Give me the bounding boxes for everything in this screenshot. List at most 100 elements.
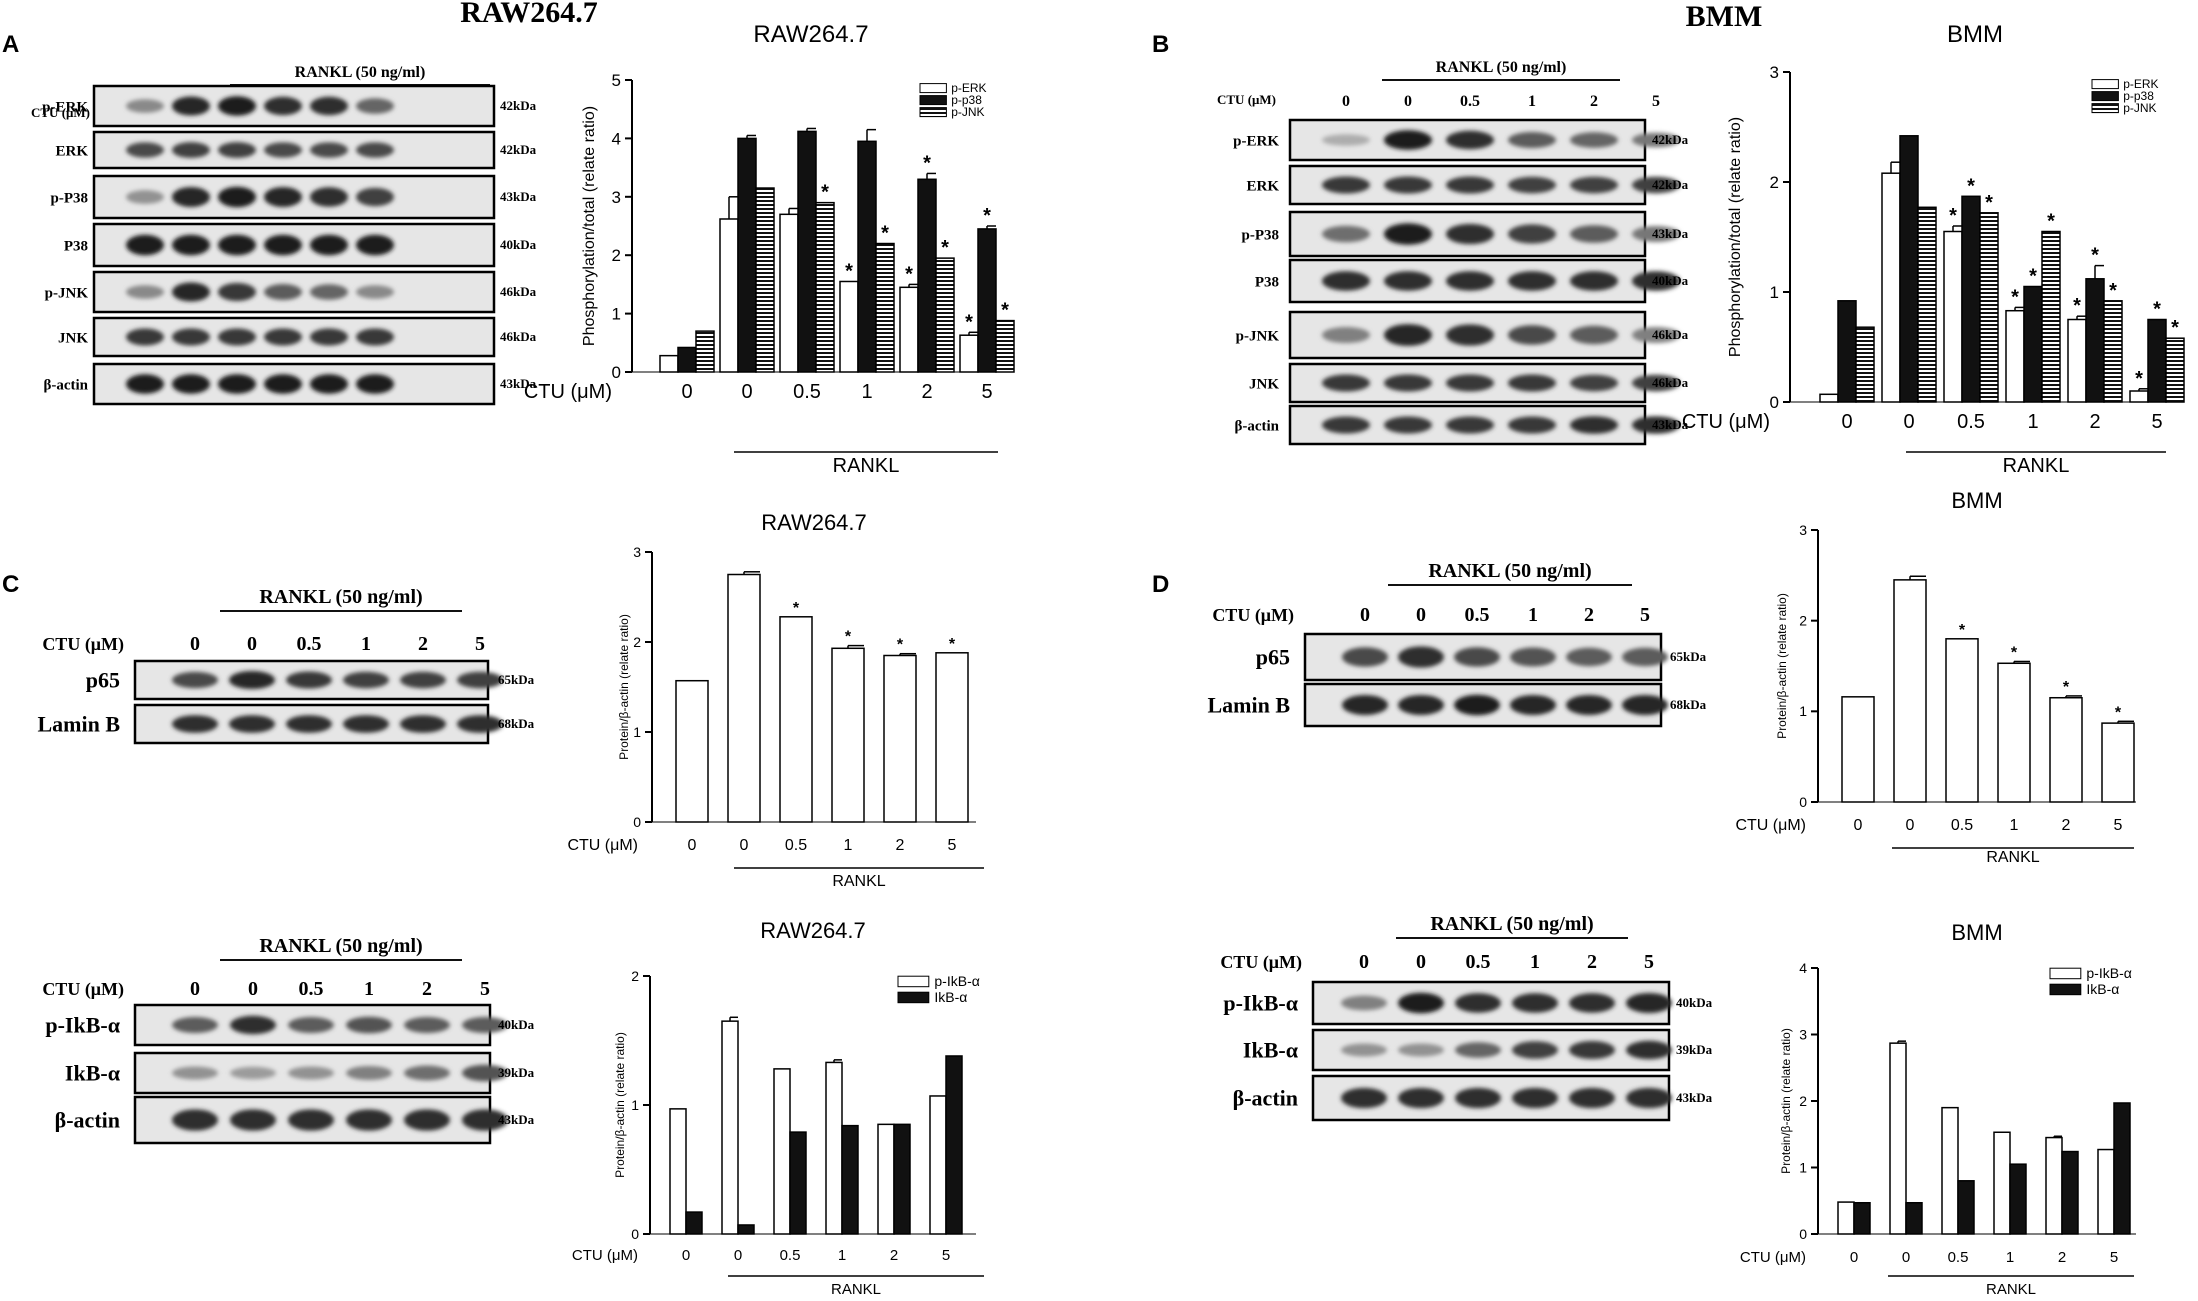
rankl-group-label: RANKL <box>2003 455 2070 477</box>
blot-band <box>1569 1041 1615 1059</box>
kda-label: 68kDa <box>1670 697 1707 712</box>
kda-label: 43kDa <box>500 376 537 391</box>
blot-band <box>1508 132 1556 148</box>
bar <box>2023 285 2043 403</box>
blot-band <box>1566 647 1612 667</box>
bar <box>737 1224 755 1235</box>
rankl-group-label: RANKL <box>1986 849 2039 866</box>
bar <box>2147 318 2167 403</box>
blot-band <box>264 374 302 394</box>
kda-label: 40kDa <box>1676 995 1713 1010</box>
legend-label: p-ERK <box>2123 77 2158 91</box>
blot-band <box>1322 225 1370 243</box>
blot-band <box>172 187 210 207</box>
legend-swatch <box>919 107 947 118</box>
lane-label: 0 <box>1342 93 1350 110</box>
x-category-label: 0.5 <box>780 1247 801 1264</box>
significance-star: * <box>793 600 800 617</box>
blot-row: JNK 46kDa <box>58 316 537 358</box>
x-category-label: 1 <box>2027 411 2038 433</box>
blot-band <box>1570 176 1618 194</box>
x-category-label: 1 <box>2006 1249 2014 1266</box>
lane-label: 2 <box>422 978 432 1000</box>
significance-star: * <box>2011 286 2019 308</box>
row-label: P38 <box>1255 274 1279 290</box>
bar <box>917 178 937 373</box>
bar <box>839 280 859 373</box>
blot-band <box>404 1065 450 1081</box>
blot-band <box>1632 226 1680 242</box>
x-category-label: 2 <box>896 837 905 854</box>
lane-label: 0 <box>1359 951 1369 973</box>
blot-row: p-ERK 42kDa <box>1233 118 1689 162</box>
significance-star: * <box>2115 704 2122 721</box>
y-tick-label: 0 <box>612 363 621 382</box>
header-left: RAW264.7 <box>460 0 598 29</box>
blot-band <box>1384 416 1432 434</box>
x-category-label: 0 <box>740 837 749 854</box>
kda-label: 39kDa <box>498 1065 535 1080</box>
lane-label: 0.5 <box>297 633 322 655</box>
chart-title: RAW264.7 <box>753 21 868 48</box>
blot-d1: RANKL (50 ng/ml) CTU (μM) 0 0 0.5 1 2 5 p65 65kDa… <box>1207 560 1707 728</box>
blot-band <box>1510 647 1556 667</box>
blot-band <box>1384 374 1432 392</box>
row-label: β-actin <box>43 377 88 393</box>
ctu-label: CTU (μM) <box>42 979 124 1000</box>
bar <box>1819 393 1839 403</box>
blot-band <box>1510 695 1556 715</box>
blot-band <box>1632 326 1680 344</box>
y-tick-label: 1 <box>631 1097 639 1113</box>
lane-label: 0 <box>1360 604 1370 626</box>
bar <box>659 354 679 373</box>
row-label: IkB-α <box>1243 1038 1299 1063</box>
y-tick-label: 2 <box>631 968 639 984</box>
lane-label: 0 <box>1404 93 1412 110</box>
blot-band <box>1632 271 1680 291</box>
x-category-label: 5 <box>2151 411 2162 433</box>
lane-label: 0 <box>247 633 257 655</box>
blot-band <box>172 1017 218 1033</box>
row-label: p65 <box>86 668 120 693</box>
blot-band <box>1566 695 1612 715</box>
blot-band <box>172 671 218 689</box>
blot-band <box>1446 324 1494 346</box>
x-category-label: 0 <box>734 1247 742 1264</box>
y-tick-label: 5 <box>612 71 621 90</box>
bar <box>935 257 955 373</box>
significance-star: * <box>881 223 889 245</box>
bar <box>2101 722 2135 803</box>
blot-band <box>288 1066 334 1080</box>
y-axis-label: Protein/β-actin (relate ratio) <box>617 614 631 760</box>
legend-label: p-ERK <box>951 81 986 95</box>
blot-row: β-actin 43kDa <box>43 362 537 406</box>
y-axis-label: Protein/β-actin (relate ratio) <box>1775 593 1789 739</box>
kda-label: 42kDa <box>1652 132 1689 147</box>
kda-label: 40kDa <box>498 1017 535 1032</box>
x-category-label: 0.5 <box>1948 1249 1969 1266</box>
blot-band <box>400 715 446 733</box>
lane-label: 5 <box>480 978 490 1000</box>
bar <box>825 1061 843 1235</box>
lane-label: 1 <box>1530 951 1540 973</box>
lane-label: 0 <box>1416 604 1426 626</box>
x-axis-prefix: CTU (μM) <box>1740 1249 1806 1266</box>
x-category-label: 0 <box>741 381 752 403</box>
bar <box>2067 318 2087 403</box>
blot-band <box>457 715 503 733</box>
blot-row: p-P38 43kDa <box>51 174 537 220</box>
bar <box>857 140 877 373</box>
x-category-label: 2 <box>890 1247 898 1264</box>
bar <box>995 319 1015 373</box>
x-category-label: 0 <box>1841 411 1852 433</box>
blot-band <box>1632 132 1680 148</box>
x-category-label: 0.5 <box>1957 411 1985 433</box>
blot-band <box>172 282 210 302</box>
blot-band <box>288 1109 334 1131</box>
blot-band <box>264 96 302 116</box>
bar <box>1917 206 1937 403</box>
x-category-label: 0 <box>1906 817 1915 834</box>
bar <box>1881 172 1901 403</box>
x-category-label: 0 <box>1850 1249 1858 1266</box>
x-category-label: 1 <box>2010 817 2019 834</box>
